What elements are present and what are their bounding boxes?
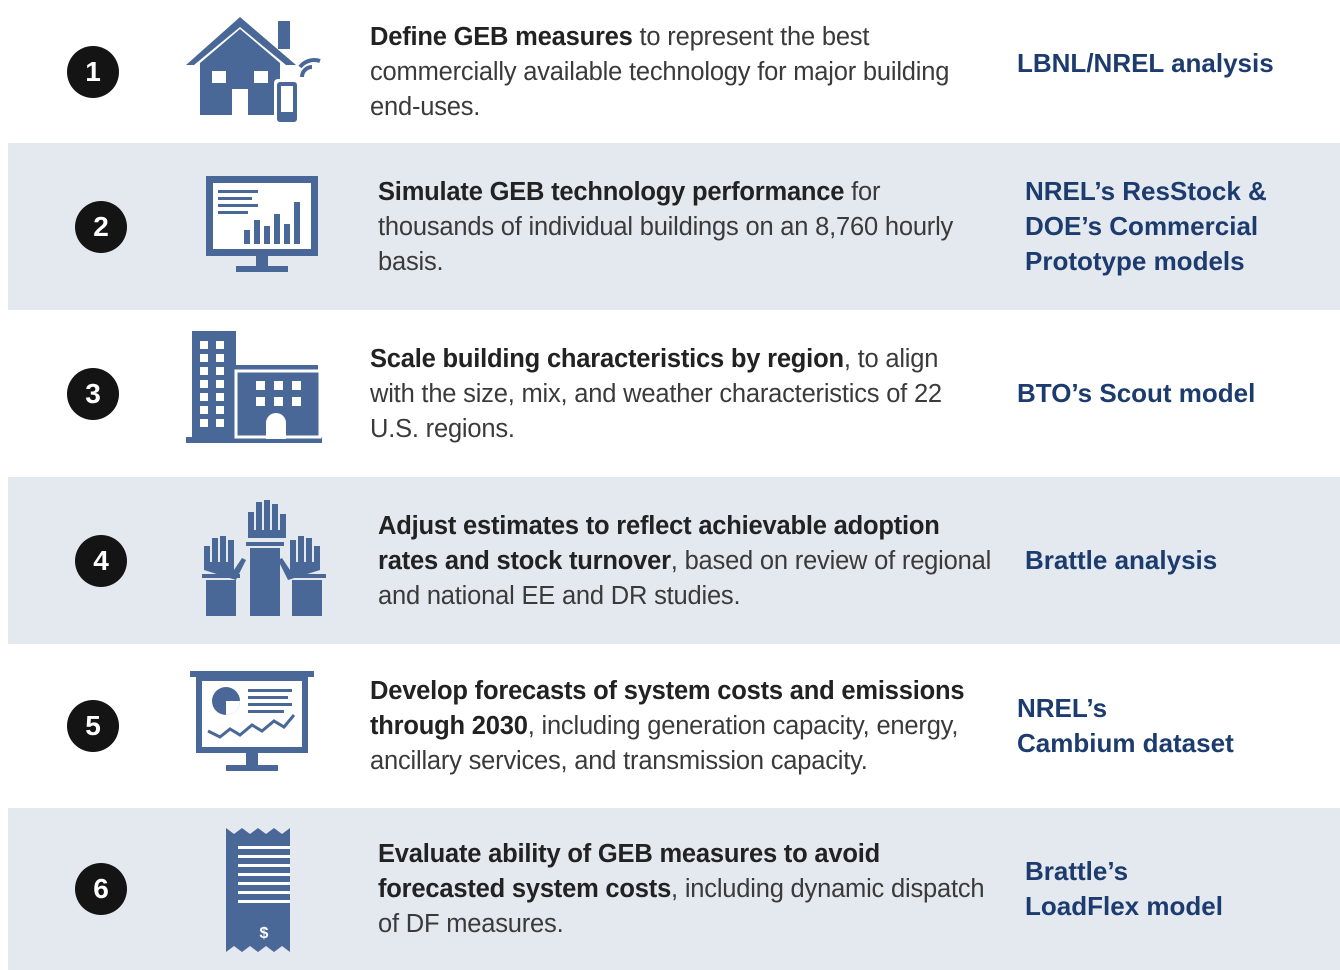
step-text: , including dynamic dispatch of DF measu… [378,875,985,938]
step-description: Scale building characteristics by region… [370,342,985,447]
source-line: BTO’s Scout model [1017,378,1256,408]
step-bold-text: Evaluate ability of GEB measures to avoi… [378,840,880,903]
step-bold-text: Simulate GEB technology performance [378,177,845,206]
step-description: Define GEB measures to represent the bes… [370,20,985,125]
step-number: 5 [67,700,119,752]
step-description: Simulate GEB technology performance for … [378,175,993,280]
source-line: LoadFlex model [1025,891,1223,921]
step-text: to represent the best commercially avail… [370,22,950,121]
source-line: Brattle analysis [1025,545,1218,575]
step-text: , including generation capacity, energy,… [370,712,959,775]
step-source: Brattle analysis [1025,543,1340,578]
step-bold-text: Develop forecasts of system costs and em… [370,677,965,740]
source-line: LBNL/NREL analysis [1017,48,1274,78]
source-line: NREL’s ResStock & [1025,176,1267,206]
source-line: Brattle’s [1025,856,1129,886]
step-icon [186,330,322,443]
source-line: NREL’s [1017,693,1108,723]
step-bold-text: Adjust estimates to reflect achievable a… [378,511,940,575]
step-source: NREL’s Cambium dataset [1017,691,1337,761]
step-row: 4 Adjust estimates to reflect achievable… [8,477,1340,644]
step-icon [190,671,314,771]
step-description: Develop forecasts of system costs and em… [370,674,985,779]
step-number: 4 [75,534,127,587]
step-text: for thousands of individual buildings on… [378,177,954,276]
source-line: Prototype models [1025,246,1245,276]
step-number: 3 [67,367,119,420]
source-line: Cambium dataset [1017,728,1234,758]
step-bold-text: Define GEB measures [370,22,633,51]
step-icon: $ [226,828,290,952]
step-number: 6 [75,863,127,915]
step-number: 1 [67,45,119,98]
icon-text: $ [260,925,269,942]
source-line: DOE’s Commercial [1025,211,1259,241]
step-text: , to align with the size, mix, and weath… [370,344,942,443]
step-number: 2 [75,200,127,253]
step-row: 2 Simulate GEB technology performance fo… [8,143,1340,310]
step-source: LBNL/NREL analysis [1017,46,1337,81]
step-row: 6 $ Evaluate ability of GEB measures to a… [8,808,1340,970]
step-description: Evaluate ability of GEB measures to avoi… [378,837,993,942]
step-description: Adjust estimates to reflect achievable a… [378,509,993,614]
step-icon [202,499,326,616]
step-row: 5 Develop forecasts of system costs and … [0,644,1340,808]
step-source: Brattle’s LoadFlex model [1025,854,1340,924]
step-bold-text: Scale building characteristics by region [370,344,844,373]
step-icon [186,16,321,125]
step-text: , based on review of regional and nation… [378,546,992,610]
step-source: BTO’s Scout model [1017,376,1337,411]
step-source: NREL’s ResStock & DOE’s Commercial Prototy… [1025,174,1340,279]
step-row: 1 Define GEB measures to represent the b… [0,0,1340,143]
step-row: 3 Scale building characteristics by regi… [0,310,1340,477]
step-icon [206,175,318,272]
